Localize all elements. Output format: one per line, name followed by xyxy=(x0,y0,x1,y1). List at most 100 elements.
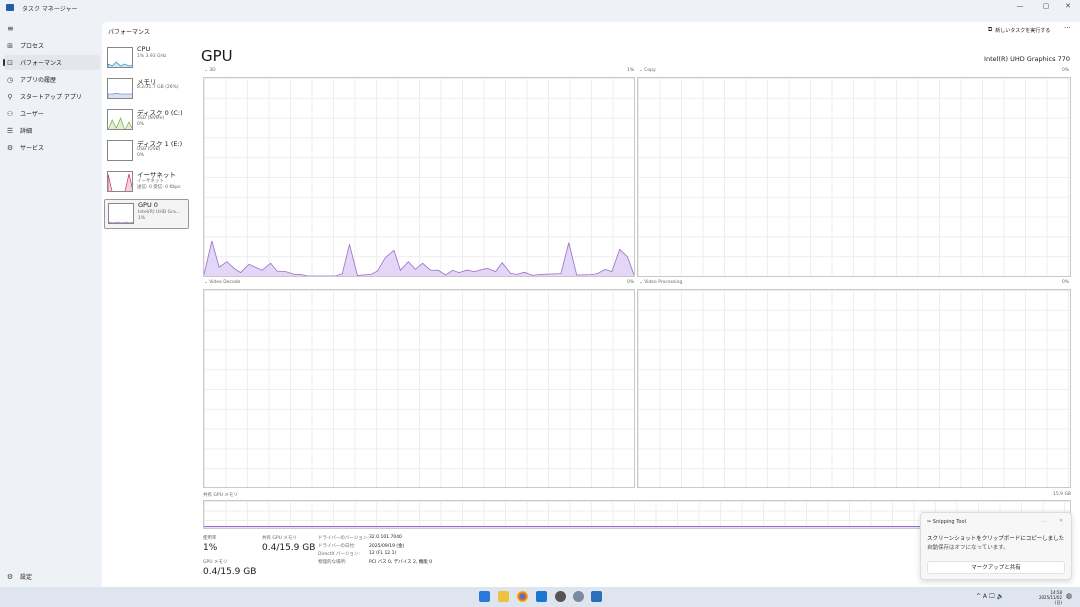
data-point xyxy=(393,249,395,251)
more-options-button[interactable]: ··· xyxy=(1064,24,1071,32)
clock[interactable]: 14:58 2025/11/02 (日) xyxy=(1032,590,1062,606)
data-point xyxy=(400,269,401,271)
device-mini-graph xyxy=(107,140,133,161)
device-name: ディスク 0 (C:) xyxy=(137,109,183,117)
data-point xyxy=(619,248,620,250)
data-point xyxy=(240,272,241,273)
device-mini-graph xyxy=(107,78,133,99)
toast-close-button[interactable]: ✕ xyxy=(1059,518,1064,524)
process-icon: ⊞ xyxy=(7,41,13,50)
toast-more-button[interactable]: … xyxy=(1041,518,1046,524)
data-point xyxy=(261,269,263,271)
device-3[interactable]: ディスク 1 (E:) USB (USB) 0% xyxy=(104,137,189,167)
settings-app-icon[interactable] xyxy=(573,591,584,602)
engine-label-3d[interactable]: ⌄ 3D xyxy=(204,68,216,73)
engine-label-copy[interactable]: ⌄ Copy xyxy=(639,68,656,73)
hamburger-menu-icon[interactable]: ≡ xyxy=(7,24,14,33)
sidebar-item-performance[interactable]: ⊡ パフォーマンス xyxy=(3,55,100,70)
task-manager-taskbar-icon[interactable] xyxy=(591,591,602,602)
sidebar-item-history[interactable]: ◷ アプリの履歴 xyxy=(4,72,100,87)
device-detail: イーサネット xyxy=(137,179,164,184)
services-icon: ⚙ xyxy=(6,143,14,152)
shared-gpu-memory-value: 0.4/15.9 GB xyxy=(262,543,316,553)
start-button-icon[interactable] xyxy=(479,591,490,602)
series-area xyxy=(204,241,634,276)
device-detail: USB (USB) xyxy=(137,147,161,152)
device-4[interactable]: イーサネット イーサネット 送信: 0 受信: 0 Kbps xyxy=(104,168,189,198)
gear-icon: ⚙ xyxy=(6,572,14,581)
engine-3d-name: 3D xyxy=(209,68,216,73)
driver-value: PCI バス 0, デバイス 2, 機能 0 xyxy=(369,560,433,565)
device-5[interactable]: GPU 0 Intel(R) UHD Gra... 1% xyxy=(104,199,189,229)
device-usage: 1% xyxy=(138,216,146,221)
graph-video-processing xyxy=(637,289,1071,488)
data-point xyxy=(422,263,423,264)
device-mini-graph xyxy=(107,109,133,130)
sidebar-item-startup[interactable]: ⚲ スタートアップ アプリ xyxy=(4,89,100,104)
data-point xyxy=(452,269,453,271)
gpu-memory-label: GPU メモリ xyxy=(203,560,228,565)
data-point xyxy=(294,274,295,275)
device-mini-graph xyxy=(107,47,133,68)
data-point xyxy=(501,262,503,264)
sidebar-item-settings[interactable]: ⚙ 設定 xyxy=(4,569,100,584)
data-point xyxy=(605,268,606,270)
close-button[interactable]: ✕ xyxy=(1065,2,1071,10)
gpu-memory-value: 0.4/15.9 GB xyxy=(203,567,257,577)
history-icon: ◷ xyxy=(6,75,14,84)
device-name: イーサネット xyxy=(137,171,176,179)
remote-desktop-icon[interactable] xyxy=(536,591,547,602)
data-point xyxy=(458,272,460,273)
sidebar-item-label: 詳細 xyxy=(20,128,33,135)
data-point xyxy=(407,261,409,263)
device-name: メモリ xyxy=(137,78,157,86)
device-usage: 0% xyxy=(137,122,145,127)
engine-decode-name: Video Decode xyxy=(209,280,241,285)
graph-video-decode xyxy=(203,289,635,488)
data-point xyxy=(568,242,570,244)
maximize-button[interactable]: ▢ xyxy=(1042,2,1050,10)
sidebar-item-label: 設定 xyxy=(20,574,33,581)
device-1[interactable]: メモリ 8.2/31.7 GB (26%) xyxy=(104,75,189,105)
title-bar xyxy=(0,0,1080,22)
data-point xyxy=(473,271,475,272)
sidebar-item-label: サービス xyxy=(20,145,45,152)
system-tray-icons[interactable]: ^ A 🖵 🔈 xyxy=(976,593,1005,600)
performance-icon: ⊡ xyxy=(7,58,13,67)
chrome-icon[interactable] xyxy=(517,591,528,602)
data-point xyxy=(377,270,378,272)
device-0[interactable]: CPU 1% 3.93 GHz xyxy=(104,44,189,74)
data-point xyxy=(524,271,525,273)
shared-gpu-memory-label: 共有 GPU メモリ xyxy=(262,536,297,541)
notification-icon[interactable]: ◍ xyxy=(1066,592,1073,600)
data-point xyxy=(540,274,542,275)
minimize-button[interactable]: — xyxy=(1016,2,1024,10)
chart-3d-svg xyxy=(204,240,634,276)
driver-key: 物理的な場所: xyxy=(318,560,347,565)
markup-share-button[interactable]: マークアップと共有 xyxy=(927,561,1065,574)
data-point xyxy=(233,267,235,269)
device-name: GPU 0 xyxy=(138,201,158,209)
device-detail: SSD (NVMe) xyxy=(137,116,165,121)
device-detail: 1% 3.93 GHz xyxy=(137,54,167,59)
chatgpt-icon[interactable] xyxy=(555,591,566,602)
file-explorer-icon[interactable] xyxy=(498,591,509,602)
engine-label-video-processing[interactable]: ⌄ Video Processing xyxy=(639,280,683,285)
engine-label-video-decode[interactable]: ⌄ Video Decode xyxy=(204,280,241,285)
engine-processing-name: Video Processing xyxy=(644,280,683,285)
date: 2025/11/02 (日) xyxy=(1038,595,1062,605)
device-detail: 8.2/31.7 GB (26%) xyxy=(137,85,179,90)
data-point xyxy=(597,273,598,274)
sidebar-item-services[interactable]: ⚙ サービス xyxy=(4,140,100,155)
device-mini-graph xyxy=(107,171,133,192)
data-point xyxy=(516,274,518,275)
data-point xyxy=(357,275,358,276)
sidebar-item-users[interactable]: ⚇ ユーザー xyxy=(4,106,100,121)
driver-value: 32.0.101.7040 xyxy=(369,535,402,540)
run-new-task-button[interactable]: ⧉ 新しいタスクを実行する xyxy=(988,26,1050,34)
shared-memory-level xyxy=(204,526,1070,528)
device-2[interactable]: ディスク 0 (C:) SSD (NVMe) 0% xyxy=(104,106,189,136)
users-icon: ⚇ xyxy=(6,109,14,118)
sidebar-item-details[interactable]: ☰ 詳細 xyxy=(4,123,100,138)
sidebar-item-process[interactable]: ⊞ プロセス xyxy=(4,38,100,53)
